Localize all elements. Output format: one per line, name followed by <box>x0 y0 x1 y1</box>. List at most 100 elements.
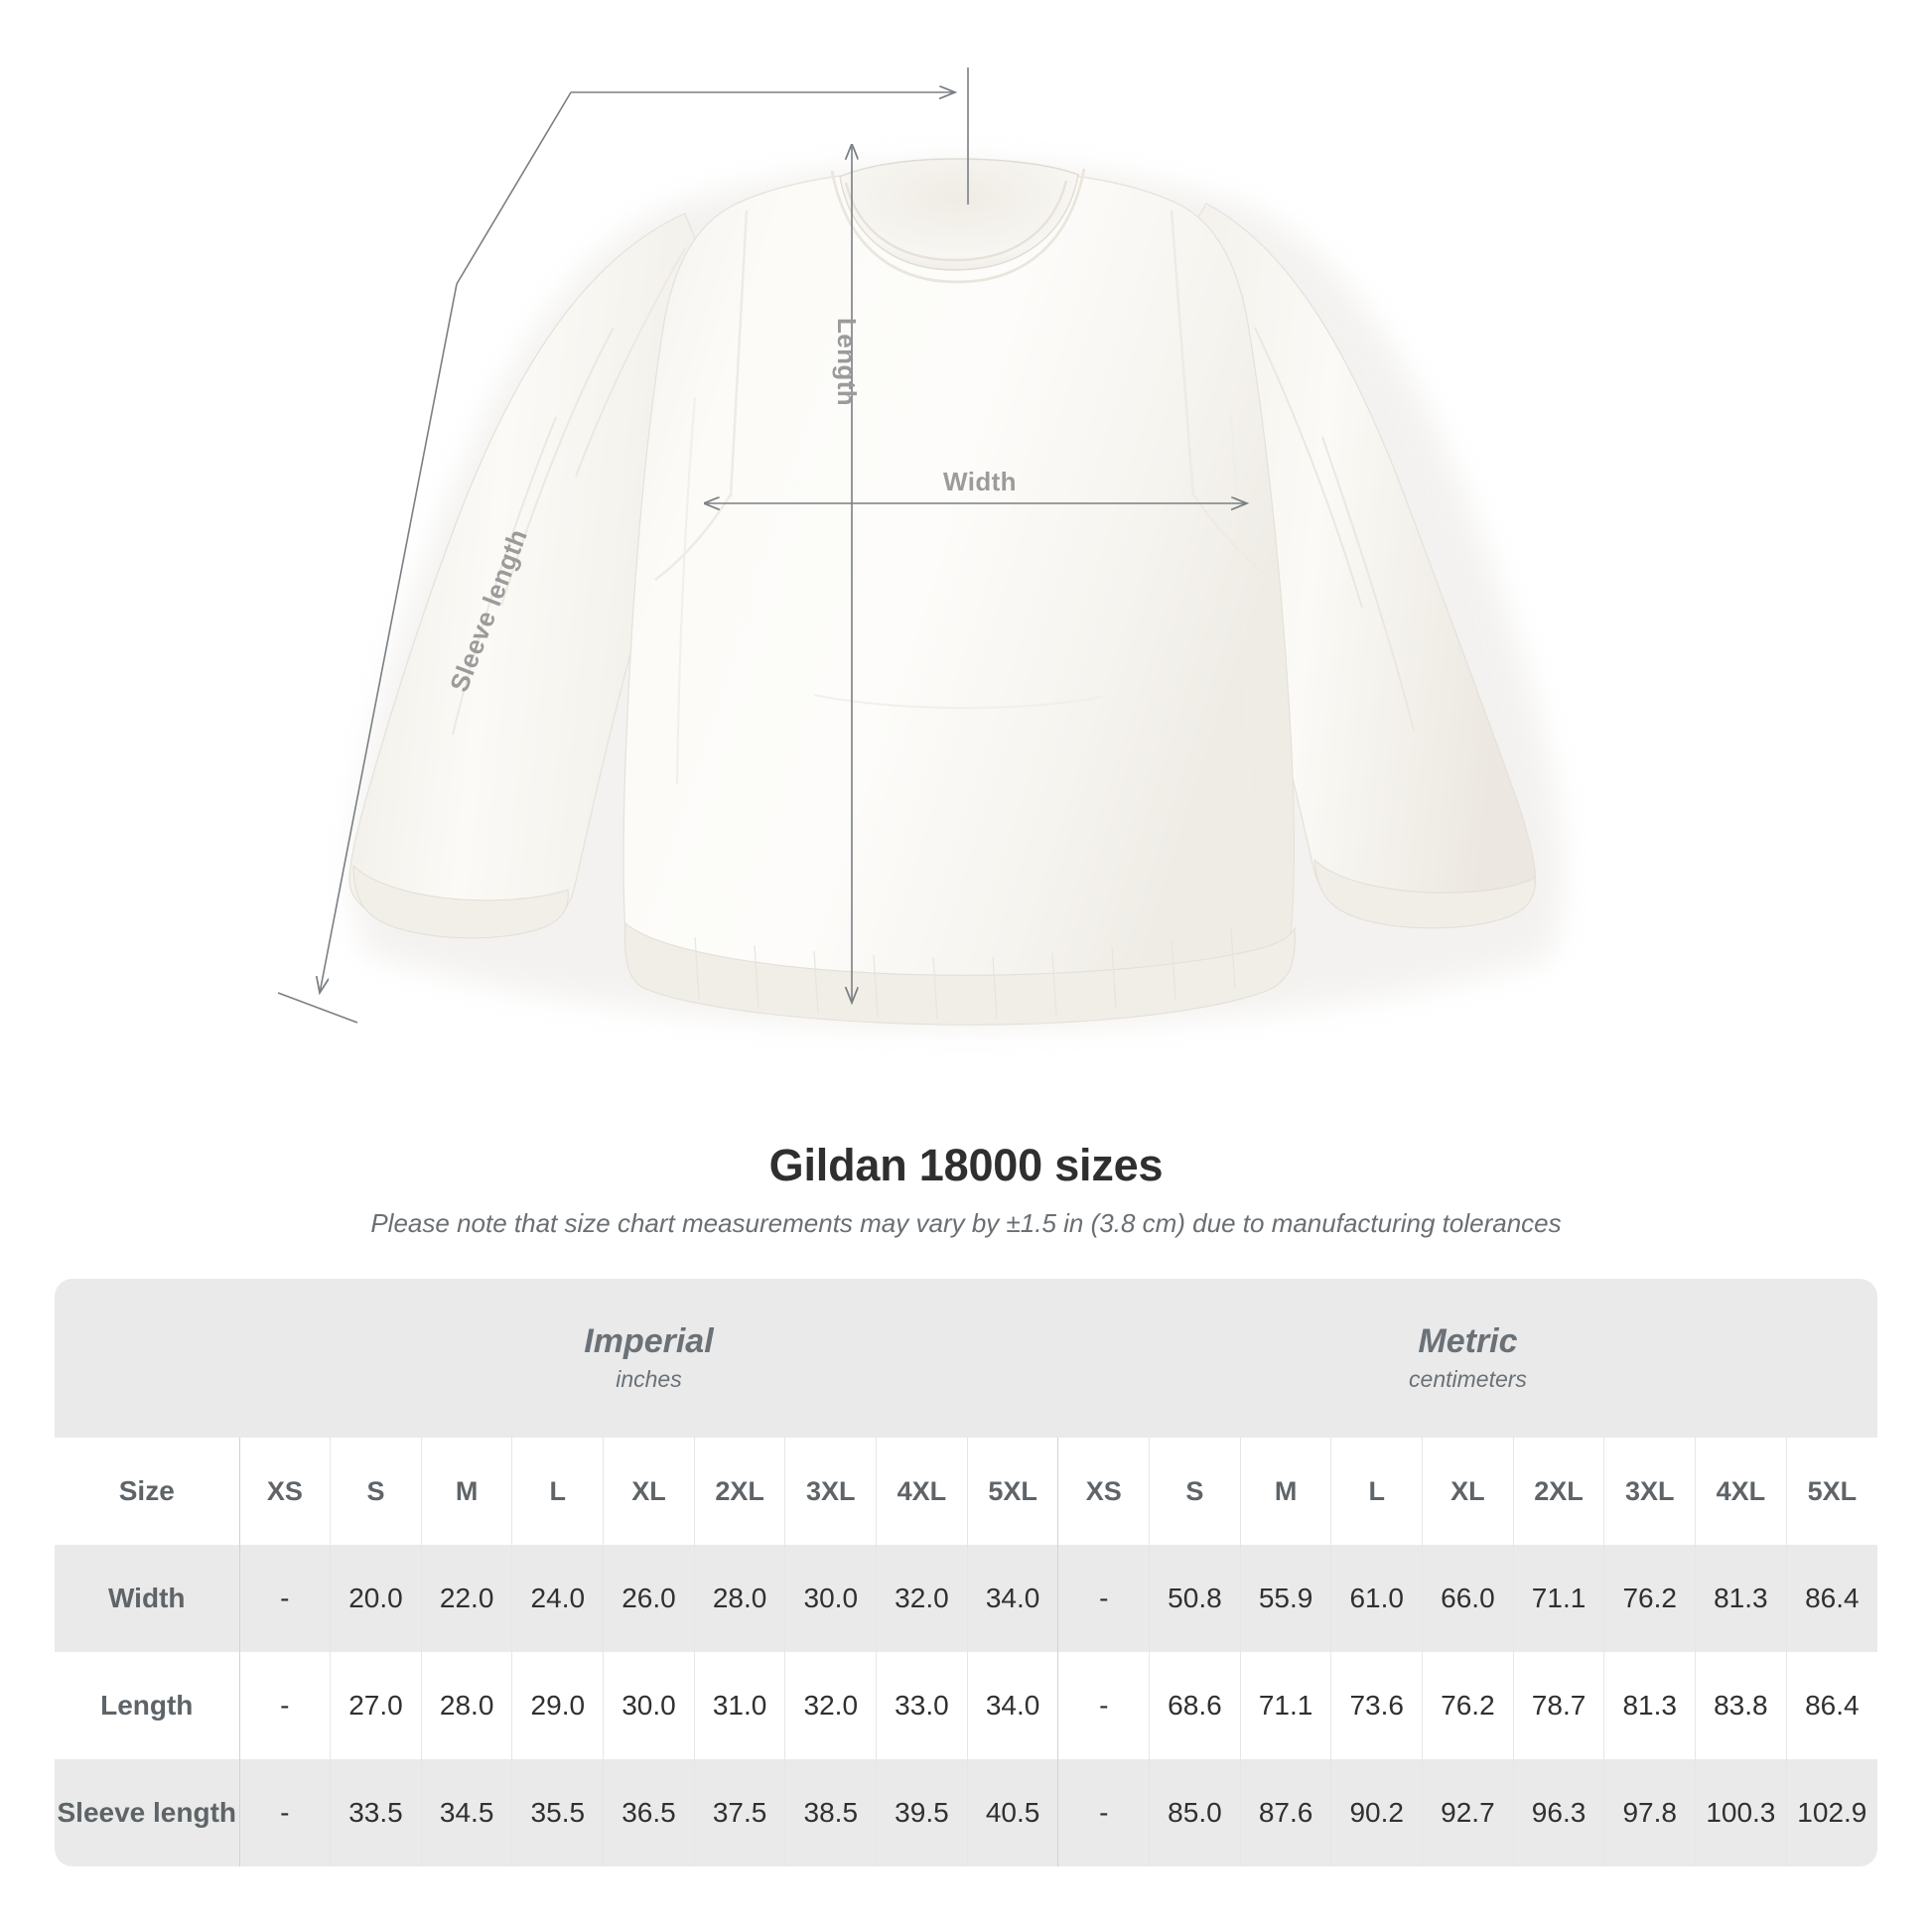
unit-name: Imperial <box>584 1321 714 1360</box>
measurement-cell: 37.5 <box>693 1759 785 1866</box>
measurement-cell: - <box>238 1545 331 1652</box>
unit-subtitle: inches <box>616 1366 682 1392</box>
measurement-cell: 81.3 <box>1695 1545 1787 1652</box>
measurement-cell: 36.5 <box>603 1759 695 1866</box>
unit-header-row: Imperial inches Metric centimeters <box>55 1279 1877 1438</box>
size-header-cell: 3XL <box>784 1438 877 1545</box>
row-label-length: Length <box>55 1652 239 1759</box>
unit-header-spacer <box>55 1279 239 1438</box>
measurement-cell: 28.0 <box>693 1545 785 1652</box>
measurement-cell: 66.0 <box>1422 1545 1514 1652</box>
right-cuff <box>1313 858 1536 929</box>
size-header-cell: S <box>1149 1438 1241 1545</box>
measurement-cell: - <box>1057 1652 1150 1759</box>
measurement-cell: 102.9 <box>1785 1759 1877 1866</box>
measurement-cell: 30.0 <box>603 1652 695 1759</box>
measurement-cell: - <box>238 1759 331 1866</box>
size-table-container: Imperial inches Metric centimeters Size XS S M L… <box>55 1279 1877 1866</box>
measurement-cell: - <box>1057 1759 1150 1866</box>
measurement-cell: 81.3 <box>1603 1652 1696 1759</box>
measurement-cell: - <box>1057 1545 1150 1652</box>
unit-name: Metric <box>1418 1321 1518 1360</box>
measurement-cell: 96.3 <box>1512 1759 1604 1866</box>
measurement-cell: 90.2 <box>1330 1759 1423 1866</box>
measurement-cell: 38.5 <box>784 1759 877 1866</box>
size-header-cell: 5XL <box>1785 1438 1877 1545</box>
sweatshirt-body <box>622 168 1296 1001</box>
collar <box>839 158 1079 271</box>
size-chart-table: Imperial inches Metric centimeters Size XS S M L… <box>55 1279 1877 1866</box>
measurement-cell: 22.0 <box>420 1545 512 1652</box>
size-header-cell: M <box>420 1438 512 1545</box>
measurement-cell: 100.3 <box>1695 1759 1787 1866</box>
size-header-label: Size <box>55 1438 239 1545</box>
measurement-cell: 35.5 <box>511 1759 604 1866</box>
measurement-cell: 27.0 <box>330 1652 422 1759</box>
unit-subtitle: centimeters <box>1409 1366 1527 1392</box>
size-header-cell: M <box>1239 1438 1331 1545</box>
left-cuff <box>352 864 569 939</box>
garment-diagram: Length Width Sleeve length <box>277 68 1564 1028</box>
measurement-cell: 33.5 <box>330 1759 422 1866</box>
measurement-cell: 85.0 <box>1149 1759 1241 1866</box>
hem-ribs <box>694 928 1236 1020</box>
unit-header-metric: Metric centimeters <box>1057 1279 1877 1438</box>
measurement-cell: 26.0 <box>603 1545 695 1652</box>
unit-header-imperial: Imperial inches <box>239 1279 1058 1438</box>
measurement-cell: 76.2 <box>1603 1545 1696 1652</box>
size-header-cell: 2XL <box>693 1438 785 1545</box>
size-header-cell: S <box>330 1438 422 1545</box>
table-row: Length -27.0 28.0 29.0 30.0 31.0 32.0 33.0 34.0-… <box>55 1652 1877 1759</box>
size-header-cell: XS <box>1057 1438 1150 1545</box>
measurement-cell: 73.6 <box>1330 1652 1423 1759</box>
size-header-cell: 3XL <box>1603 1438 1696 1545</box>
measurement-cell: 97.8 <box>1603 1759 1696 1866</box>
length-label: Length <box>832 318 862 407</box>
measurement-cell: 68.6 <box>1149 1652 1241 1759</box>
measurement-cell: 34.0 <box>966 1652 1058 1759</box>
table-row: Sleeve length -33.5 34.5 35.5 36.5 37.5 38.5 39… <box>55 1759 1877 1866</box>
measurement-cell: 61.0 <box>1330 1545 1423 1652</box>
measurement-cell: 86.4 <box>1785 1652 1877 1759</box>
width-label: Width <box>943 467 1017 496</box>
size-header-cell: 2XL <box>1512 1438 1604 1545</box>
size-header-cell: L <box>511 1438 604 1545</box>
measurement-cell: 71.1 <box>1512 1545 1604 1652</box>
size-header-cell: L <box>1330 1438 1423 1545</box>
measurement-cell: 32.0 <box>876 1545 968 1652</box>
size-header-cell: XL <box>1422 1438 1514 1545</box>
size-header-cell: XS <box>238 1438 331 1545</box>
measurement-cell: 55.9 <box>1239 1545 1331 1652</box>
measurement-cell: 32.0 <box>784 1652 877 1759</box>
size-header-cell: XL <box>603 1438 695 1545</box>
measurement-cell: 34.0 <box>966 1545 1058 1652</box>
measurement-cell: 30.0 <box>784 1545 877 1652</box>
left-sleeve-folds <box>452 247 686 736</box>
size-header-cell: 4XL <box>1695 1438 1787 1545</box>
measurement-cell: 71.1 <box>1239 1652 1331 1759</box>
measurement-cell: 24.0 <box>511 1545 604 1652</box>
measurement-cell: - <box>238 1652 331 1759</box>
measurement-cell: 76.2 <box>1422 1652 1514 1759</box>
measurement-cell: 83.8 <box>1695 1652 1787 1759</box>
size-header-row: Size XS S M L XL 2XL 3XL 4XL 5XL XS S M L XL 2XL 3XL 4XL 5… <box>55 1438 1877 1545</box>
row-label-sleeve-length: Sleeve length <box>55 1759 239 1866</box>
measurement-cell: 28.0 <box>420 1652 512 1759</box>
measurement-lines <box>277 68 1247 1024</box>
table-row: Width -20.0 22.0 24.0 26.0 28.0 30.0 32.0 34.0-5… <box>55 1545 1877 1652</box>
sleeve-shoulder-diagonal <box>456 91 572 285</box>
measurement-cell: 34.5 <box>420 1759 512 1866</box>
page-title: Gildan 18000 sizes <box>768 1140 1164 1190</box>
sleeve-cuff-tick <box>277 992 358 1024</box>
measurement-cell: 78.7 <box>1512 1652 1604 1759</box>
sleeve-length-line <box>320 283 458 993</box>
measurement-cell: 86.4 <box>1785 1545 1877 1652</box>
measurement-cell: 31.0 <box>693 1652 785 1759</box>
measurement-cell: 40.5 <box>966 1759 1058 1866</box>
measurement-cell: 20.0 <box>330 1545 422 1652</box>
collar-inner-seam <box>844 180 1068 262</box>
measurement-cell: 39.5 <box>876 1759 968 1866</box>
right-sleeve-folds <box>1254 327 1415 732</box>
measurement-cell: 87.6 <box>1239 1759 1331 1866</box>
